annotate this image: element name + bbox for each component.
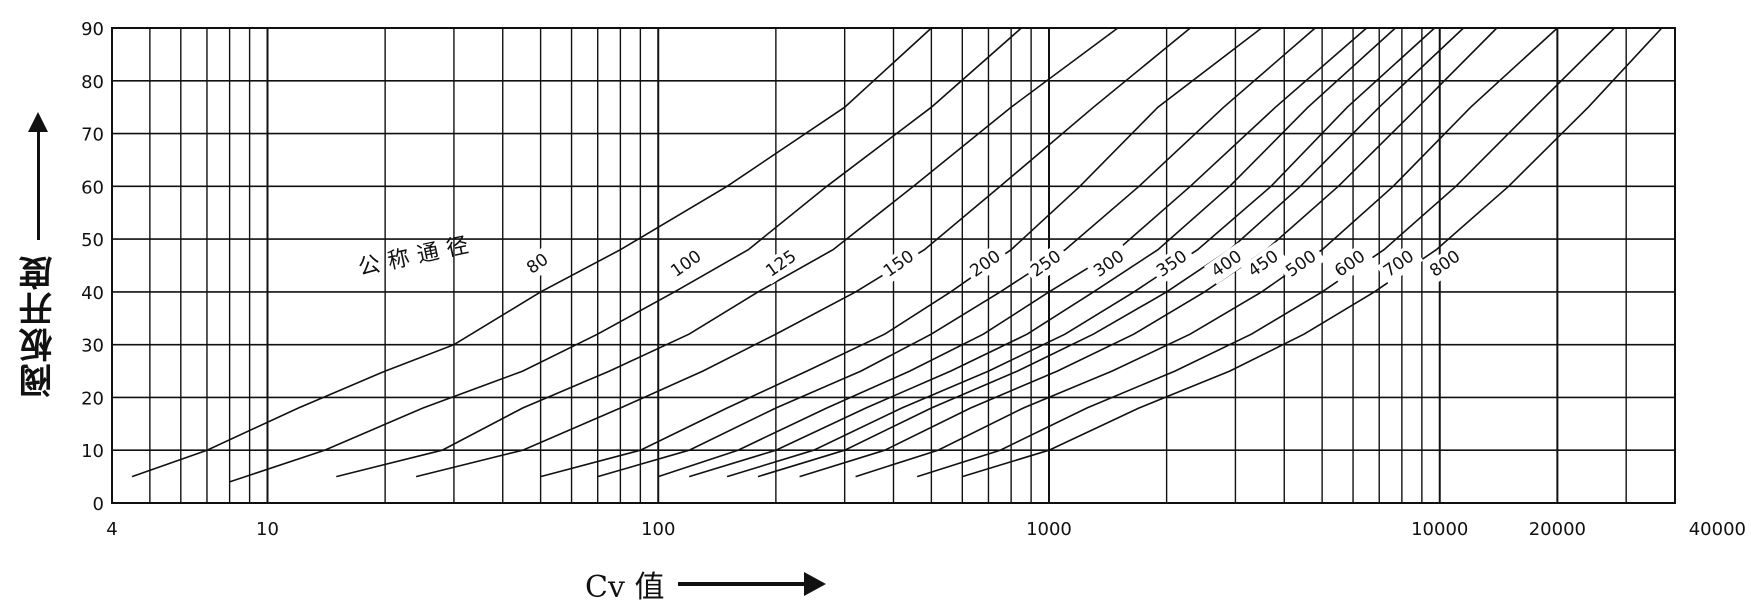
series-curves (131, 27, 1663, 483)
y-axis-arrow (27, 112, 48, 240)
series-curve-100 (229, 27, 1022, 483)
y-tick-label: 90 (81, 19, 104, 40)
tick-labels: 0 10 20 30 40 50 60 70 80 90 4 10 100 1000 10000 20000 4… (81, 19, 1746, 540)
series-label-bg (876, 242, 924, 285)
series-curve-80 (131, 27, 932, 478)
y-tick-label: 10 (81, 441, 104, 462)
series-curve-500 (799, 27, 1498, 478)
series-label-bg (962, 242, 1010, 285)
x-tick-label: 10000 (1411, 519, 1468, 540)
y-tick-label: 50 (81, 230, 104, 251)
series-label-bg (663, 242, 711, 285)
series-label-bg (1278, 242, 1326, 285)
x-tick-label: 10 (256, 519, 279, 540)
series-curve-350 (688, 27, 1396, 478)
y-axis-title: 阀板开度 (18, 254, 59, 398)
series-label-bg (515, 242, 563, 285)
y-tick-label: 60 (81, 177, 104, 198)
x-tick-label: 100 (641, 519, 675, 540)
x-axis-label: Cv 值 (585, 562, 827, 606)
x-tick-label: 40000 (1689, 519, 1746, 540)
y-tick-label: 80 (81, 72, 104, 93)
series-label-bg (758, 242, 806, 285)
x-axis-title: Cv 值 (585, 570, 665, 605)
series-label-bg (1204, 242, 1252, 285)
y-tick-label: 0 (93, 494, 104, 515)
y-axis-label: 阀板开度 (10, 112, 66, 480)
x-tick-label: 4 (106, 519, 117, 540)
series-curve-250 (597, 27, 1316, 478)
series-label-bg (1422, 242, 1470, 285)
y-tick-label: 70 (81, 125, 104, 146)
series-curve-600 (855, 27, 1558, 478)
series-curve-125 (336, 27, 1119, 478)
y-tick-label: 40 (81, 283, 104, 304)
series-label-bg (1086, 242, 1134, 285)
series-label-bg (1376, 242, 1424, 285)
series-curve-450 (757, 27, 1465, 478)
x-axis-arrow (678, 572, 827, 596)
series-label-bg (1149, 242, 1197, 285)
series-curve-700 (916, 27, 1616, 478)
series-curve-300 (657, 27, 1368, 478)
y-tick-label: 30 (81, 336, 104, 357)
x-tick-label: 1000 (1026, 519, 1072, 540)
series-label-bg (1327, 242, 1375, 285)
series-curve-800 (962, 27, 1663, 478)
y-tick-label: 20 (81, 388, 104, 409)
x-tick-label: 20000 (1529, 519, 1586, 540)
series-curve-400 (726, 27, 1436, 478)
series-curve-150 (415, 27, 1191, 478)
series-label-bg (1023, 242, 1071, 285)
series-label-bg (1240, 242, 1288, 285)
series-curve-200 (540, 27, 1263, 478)
